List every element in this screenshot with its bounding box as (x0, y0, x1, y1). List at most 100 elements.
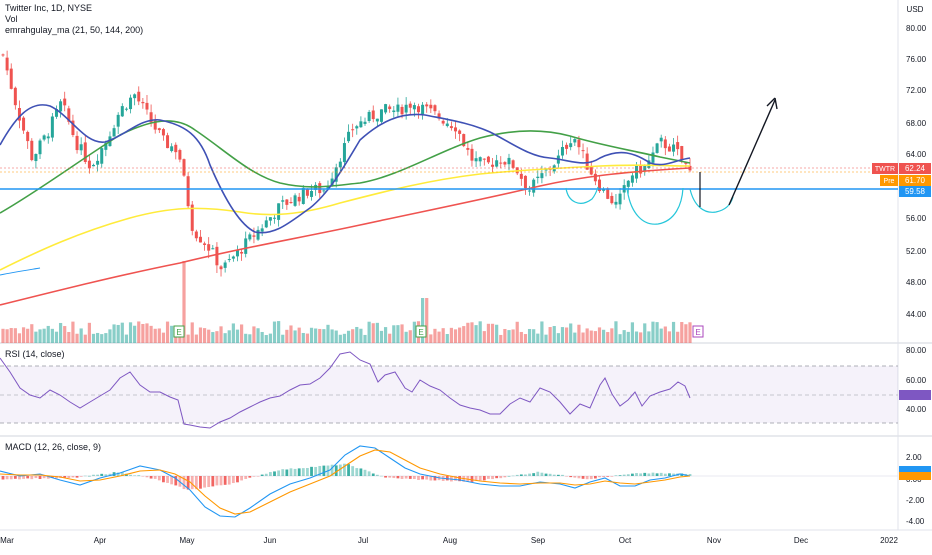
candle-body[interactable] (190, 204, 194, 231)
time-axis[interactable]: Mar Apr May Jun Jul Aug Sep Oct Nov Dec … (0, 536, 898, 545)
candle-body[interactable] (1, 54, 5, 56)
candle-body[interactable] (207, 244, 211, 251)
candle-body[interactable] (478, 157, 482, 162)
candle-body[interactable] (523, 175, 527, 189)
candle-body[interactable] (235, 249, 239, 257)
candle-body[interactable] (680, 146, 684, 160)
candle-body[interactable] (219, 266, 223, 270)
candle-body[interactable] (338, 161, 342, 168)
candle-body[interactable] (166, 135, 170, 149)
candle-body[interactable] (17, 108, 21, 121)
candle-body[interactable] (470, 148, 474, 161)
candle-body[interactable] (120, 106, 124, 117)
candle-body[interactable] (647, 160, 651, 168)
ma-indicator-label[interactable]: emrahgulay_ma (21, 50, 144, 200) (5, 25, 144, 35)
candle-body[interactable] (281, 200, 285, 202)
candle-body[interactable] (565, 144, 569, 149)
candle-body[interactable] (626, 180, 630, 187)
candle-body[interactable] (585, 153, 589, 170)
candle-body[interactable] (186, 176, 190, 207)
candle-body[interactable] (540, 173, 544, 179)
earnings-marker-jul[interactable]: E (415, 325, 427, 338)
candle-body[interactable] (145, 102, 149, 110)
candle-body[interactable] (486, 156, 490, 163)
candle-body[interactable] (268, 217, 272, 221)
candle-body[interactable] (400, 106, 404, 115)
candle-body[interactable] (416, 106, 420, 113)
candle-body[interactable] (659, 137, 663, 142)
candle-body[interactable] (112, 128, 116, 137)
vol-label[interactable]: Vol (5, 14, 18, 24)
candle-body[interactable] (182, 159, 186, 176)
candle-body[interactable] (495, 160, 499, 167)
candle-body[interactable] (408, 103, 412, 108)
candle-body[interactable] (153, 120, 157, 130)
candle-body[interactable] (359, 121, 363, 128)
candle-body[interactable] (330, 178, 334, 187)
candle-body[interactable] (137, 91, 141, 102)
candle-body[interactable] (610, 195, 614, 204)
candle-body[interactable] (351, 129, 355, 131)
candle-body[interactable] (589, 166, 593, 175)
candle-body[interactable] (289, 202, 293, 204)
candle-body[interactable] (141, 101, 145, 104)
candle-body[interactable] (326, 185, 330, 189)
candle-body[interactable] (273, 217, 277, 219)
candle-body[interactable] (227, 259, 231, 261)
candle-body[interactable] (310, 191, 314, 197)
candle-body[interactable] (651, 152, 655, 163)
candle-body[interactable] (133, 94, 137, 99)
candle-body[interactable] (396, 104, 400, 112)
candle-body[interactable] (277, 203, 281, 220)
candle-body[interactable] (593, 173, 597, 182)
candle-body[interactable] (13, 87, 17, 106)
candle-body[interactable] (203, 243, 207, 245)
candle-body[interactable] (560, 147, 564, 156)
candle-body[interactable] (462, 134, 466, 147)
candle-body[interactable] (474, 158, 478, 162)
candle-body[interactable] (75, 135, 79, 151)
candle-body[interactable] (301, 187, 305, 204)
candle-body[interactable] (454, 127, 458, 132)
candle-body[interactable] (116, 114, 120, 127)
candle-body[interactable] (264, 220, 268, 228)
candle-body[interactable] (667, 146, 671, 152)
candle-body[interactable] (194, 231, 198, 239)
candle-body[interactable] (46, 136, 50, 139)
candle-body[interactable] (157, 128, 161, 131)
candle-body[interactable] (231, 256, 235, 259)
candle-body[interactable] (50, 116, 54, 138)
candle-body[interactable] (63, 98, 67, 106)
candle-body[interactable] (684, 162, 688, 164)
candle-body[interactable] (149, 112, 153, 123)
candle-body[interactable] (293, 195, 297, 206)
candle-body[interactable] (528, 190, 532, 192)
candle-body[interactable] (672, 144, 676, 152)
candle-body[interactable] (215, 246, 219, 266)
macd-legend[interactable]: MACD (12, 26, close, 9) (5, 442, 101, 453)
candle-body[interactable] (83, 142, 87, 162)
candle-body[interactable] (544, 169, 548, 171)
candle-body[interactable] (211, 248, 215, 250)
candle-body[interactable] (569, 143, 573, 148)
candle-body[interactable] (252, 235, 256, 237)
candle-body[interactable] (429, 104, 433, 109)
candle-body[interactable] (285, 199, 289, 205)
candle-body[interactable] (507, 157, 511, 165)
candle-body[interactable] (519, 173, 523, 179)
candle-body[interactable] (618, 193, 622, 205)
candle-body[interactable] (198, 236, 202, 243)
candle-body[interactable] (425, 104, 429, 107)
candle-body[interactable] (581, 150, 585, 152)
candle-body[interactable] (79, 144, 83, 151)
candle-body[interactable] (9, 68, 13, 89)
candle-body[interactable] (87, 160, 91, 169)
candle-body[interactable] (388, 106, 392, 110)
candle-body[interactable] (30, 140, 34, 161)
candle-body[interactable] (404, 104, 408, 113)
candle-body[interactable] (161, 129, 165, 136)
candle-body[interactable] (96, 160, 100, 165)
candle-body[interactable] (5, 57, 9, 71)
candle-body[interactable] (577, 139, 581, 148)
candle-body[interactable] (355, 126, 359, 129)
